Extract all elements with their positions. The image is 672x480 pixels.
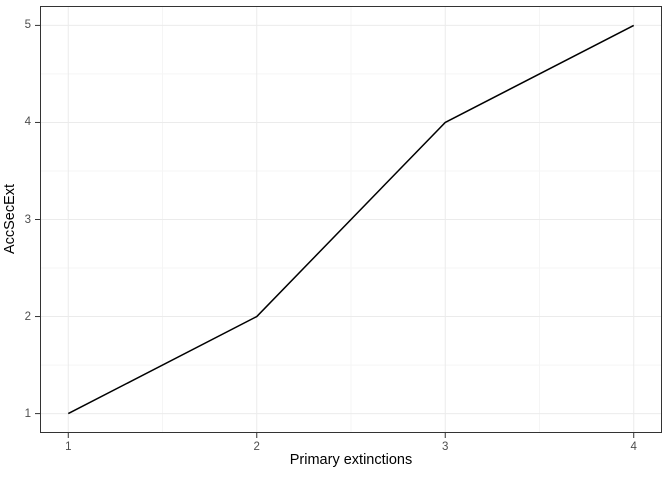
x-tick-label: 2 xyxy=(253,441,260,453)
panel-border xyxy=(40,6,662,433)
plot-panel xyxy=(35,6,662,438)
series-line-AccSecExt xyxy=(67,24,635,415)
y-tick-label: 3 xyxy=(24,213,31,226)
x-tick-label: 4 xyxy=(630,441,637,453)
chart-canvas xyxy=(35,6,662,438)
y-tick-label: 1 xyxy=(24,407,31,420)
y-tick-label: 5 xyxy=(24,19,31,32)
x-tick-label: 3 xyxy=(442,441,449,453)
y-tick-label: 4 xyxy=(24,116,31,129)
y-tick-label: 2 xyxy=(24,310,31,323)
x-axis-title: Primary extinctions xyxy=(289,452,413,468)
x-tick-label: 1 xyxy=(65,441,72,453)
